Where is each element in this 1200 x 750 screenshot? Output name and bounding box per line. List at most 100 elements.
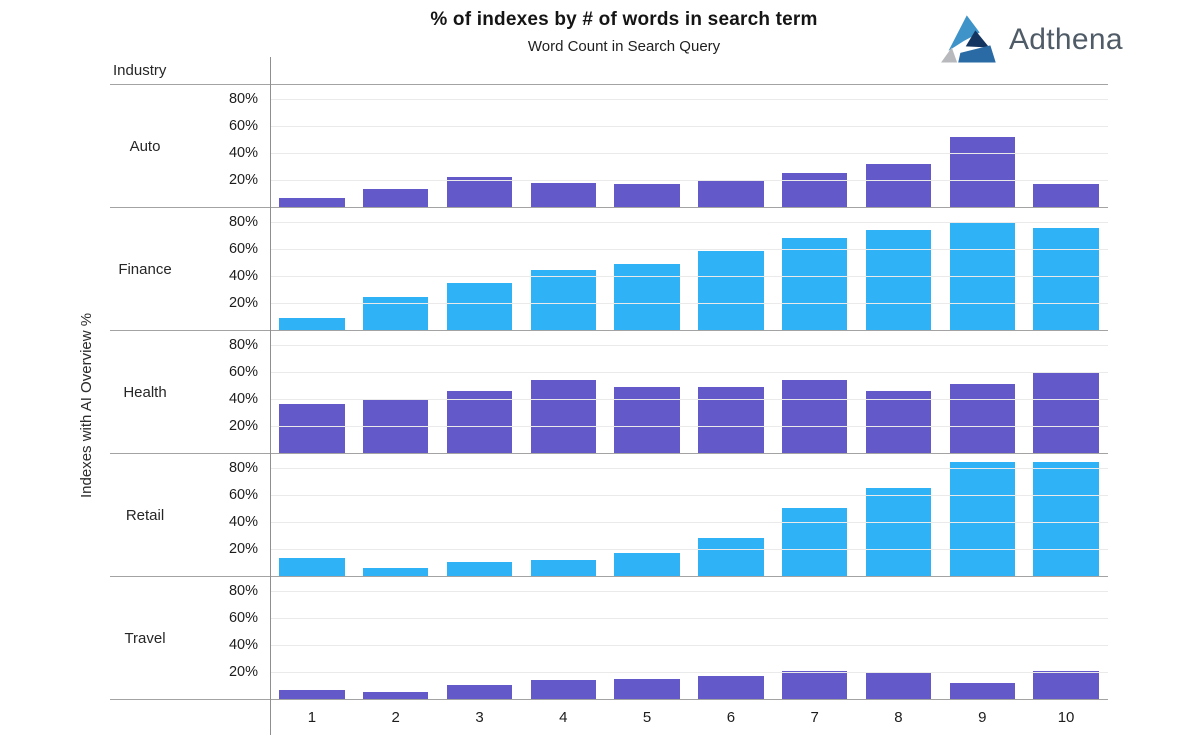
gridline	[270, 248, 1108, 250]
bar	[698, 179, 764, 207]
bar-slot	[521, 577, 605, 699]
bar	[363, 567, 429, 576]
bar	[530, 379, 596, 453]
bar-slot	[689, 85, 773, 207]
bar	[614, 263, 680, 330]
bar	[865, 163, 932, 207]
y-tick-label: 60%	[228, 363, 258, 380]
bar	[614, 678, 680, 699]
bar	[530, 559, 596, 576]
bar	[698, 251, 764, 330]
y-tick-label: 80%	[228, 213, 258, 230]
y-tick-label: 40%	[228, 144, 258, 161]
industry-label: Health	[123, 383, 167, 401]
panel-row-health: Health 80% 60% 40% 20%	[110, 331, 1108, 454]
bar-slot	[857, 208, 941, 330]
x-tick-label: 4	[559, 709, 568, 726]
industry-label: Travel	[124, 629, 166, 647]
x-tick-label: 1	[307, 709, 317, 726]
bar-slot	[773, 85, 857, 207]
bar-slot	[438, 331, 522, 453]
gridline	[270, 275, 1108, 277]
industry-label: Finance	[118, 260, 172, 278]
y-tick-label: 80%	[228, 459, 258, 476]
gridline	[270, 644, 1108, 646]
bar-slot	[857, 331, 941, 453]
gridline	[270, 425, 1108, 427]
x-tick-label: 6	[726, 709, 736, 726]
bar-slot	[940, 85, 1024, 207]
bar	[446, 390, 513, 453]
bar	[1033, 228, 1099, 330]
gridline	[270, 521, 1108, 523]
gridline	[270, 590, 1108, 592]
chart-subtitle: Word Count in Search Query	[527, 38, 721, 55]
y-tick-label: 40%	[228, 390, 258, 407]
bar-slot	[270, 577, 354, 699]
bar-slot	[438, 85, 522, 207]
x-tick-label: 7	[810, 709, 819, 726]
gridline	[270, 98, 1108, 100]
bar	[782, 508, 848, 576]
bar	[865, 229, 932, 330]
bar	[865, 390, 932, 453]
bar-slot	[270, 454, 354, 576]
y-tick-label: 20%	[228, 171, 258, 188]
bar	[1033, 670, 1099, 699]
bar	[279, 689, 345, 699]
bar-slot	[857, 85, 941, 207]
bar-slot	[521, 331, 605, 453]
bar-slot	[270, 208, 354, 330]
y-tick-column: 80% 60% 40% 20%	[180, 577, 270, 699]
bar-slot	[773, 208, 857, 330]
industry-header-row: Industry	[110, 57, 1108, 85]
bar	[949, 462, 1015, 576]
x-tick-label: 9	[978, 709, 987, 726]
bar-slot	[438, 208, 522, 330]
bar-slot	[605, 331, 689, 453]
bar	[446, 562, 513, 576]
bar	[363, 189, 429, 207]
bar-slot	[605, 85, 689, 207]
y-tick-label: 40%	[228, 513, 258, 530]
gridline	[270, 467, 1108, 469]
bar	[530, 182, 596, 207]
bar-slot	[521, 85, 605, 207]
adthena-logo-text: Adthena	[1009, 23, 1123, 56]
x-tick-label: 10	[1057, 709, 1075, 726]
bar-slot	[605, 208, 689, 330]
y-tick-label: 20%	[228, 540, 258, 557]
gridline	[270, 398, 1108, 400]
panel-rows: Auto 80% 60% 40% 20% Finance 80% 60% 40% 20% Healt…	[110, 85, 1108, 700]
y-axis-line	[270, 57, 271, 735]
adthena-logo: Adthena	[940, 14, 1123, 66]
bar	[446, 282, 513, 330]
bar	[363, 692, 429, 699]
plot-area	[270, 331, 1108, 453]
y-tick-column: 80% 60% 40% 20%	[180, 331, 270, 453]
gridline	[270, 344, 1108, 346]
bar	[446, 177, 513, 207]
y-tick-label: 60%	[228, 117, 258, 134]
bar-slot	[773, 454, 857, 576]
bar	[279, 317, 345, 330]
chart-area: Industry Auto 80% 60% 40% 20% Finance 80% 60% 40…	[110, 57, 1108, 735]
bar-slot	[1024, 577, 1108, 699]
y-tick-label: 80%	[228, 582, 258, 599]
plot-area	[270, 85, 1108, 207]
title-block: % of indexes by # of words in search ter…	[124, 9, 1124, 55]
bar	[530, 680, 596, 699]
adthena-triangle-icon	[941, 15, 996, 63]
bar-slot	[270, 85, 354, 207]
bar	[1033, 183, 1099, 207]
bar	[698, 675, 764, 699]
bar	[782, 237, 848, 330]
gridline	[270, 671, 1108, 673]
x-tick-label: 2	[391, 709, 400, 726]
x-tick-label: 5	[642, 709, 652, 726]
bar-slot	[605, 454, 689, 576]
bar	[279, 558, 345, 576]
bar-slot	[689, 454, 773, 576]
bar-slot	[605, 577, 689, 699]
